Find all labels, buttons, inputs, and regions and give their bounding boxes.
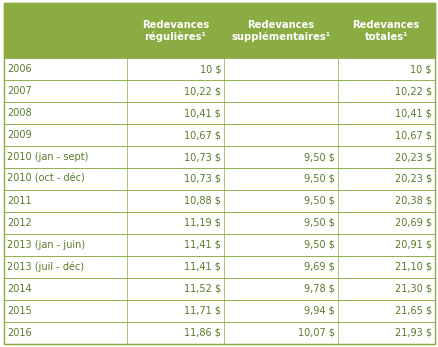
Bar: [4, 3, 434, 58]
Bar: [4, 102, 434, 124]
Text: 20,91 $: 20,91 $: [394, 240, 431, 250]
Bar: [4, 256, 434, 278]
Text: 11,19 $: 11,19 $: [184, 218, 221, 228]
Text: 2010 (oct - déc): 2010 (oct - déc): [7, 174, 85, 184]
Text: 21,10 $: 21,10 $: [394, 262, 431, 272]
Text: 9,50 $: 9,50 $: [304, 196, 335, 206]
Text: 10,67 $: 10,67 $: [184, 130, 221, 140]
Text: 11,41 $: 11,41 $: [184, 240, 221, 250]
Text: 2015: 2015: [7, 306, 32, 316]
Text: 10 $: 10 $: [199, 64, 221, 74]
Text: 9,50 $: 9,50 $: [304, 218, 335, 228]
Text: 10,07 $: 10,07 $: [297, 328, 335, 338]
Text: 9,50 $: 9,50 $: [304, 152, 335, 162]
Bar: [4, 300, 434, 322]
Bar: [4, 190, 434, 212]
Text: Redevances
régulières¹: Redevances régulières¹: [141, 19, 208, 42]
Text: 10,22 $: 10,22 $: [394, 86, 431, 96]
Text: 2009: 2009: [7, 130, 32, 140]
Text: 2008: 2008: [7, 108, 32, 118]
Text: 2016: 2016: [7, 328, 32, 338]
Text: 2010 (jan - sept): 2010 (jan - sept): [7, 152, 88, 162]
Text: 10,22 $: 10,22 $: [184, 86, 221, 96]
Bar: [4, 168, 434, 190]
Text: 10,88 $: 10,88 $: [184, 196, 221, 206]
Text: 10 $: 10 $: [410, 64, 431, 74]
Bar: [4, 212, 434, 234]
Text: 9,94 $: 9,94 $: [304, 306, 335, 316]
Bar: [4, 278, 434, 300]
Text: 10,41 $: 10,41 $: [394, 108, 431, 118]
Text: 11,52 $: 11,52 $: [184, 284, 221, 294]
Text: 20,38 $: 20,38 $: [394, 196, 431, 206]
Text: 11,86 $: 11,86 $: [184, 328, 221, 338]
Text: 11,71 $: 11,71 $: [184, 306, 221, 316]
Text: 10,67 $: 10,67 $: [394, 130, 431, 140]
Text: 2014: 2014: [7, 284, 32, 294]
Text: 2011: 2011: [7, 196, 32, 206]
Text: 2006: 2006: [7, 64, 32, 74]
Text: 20,23 $: 20,23 $: [394, 174, 431, 184]
Text: 20,23 $: 20,23 $: [394, 152, 431, 162]
Bar: [4, 80, 434, 102]
Text: 21,30 $: 21,30 $: [394, 284, 431, 294]
Text: 10,73 $: 10,73 $: [184, 174, 221, 184]
Bar: [4, 322, 434, 344]
Text: 10,41 $: 10,41 $: [184, 108, 221, 118]
Text: 21,93 $: 21,93 $: [394, 328, 431, 338]
Bar: [4, 58, 434, 80]
Bar: [4, 146, 434, 168]
Text: 2013 (juil - déc): 2013 (juil - déc): [7, 262, 85, 272]
Text: 21,65 $: 21,65 $: [394, 306, 431, 316]
Text: 2012: 2012: [7, 218, 32, 228]
Text: 9,69 $: 9,69 $: [304, 262, 335, 272]
Text: Redevances
totales¹: Redevances totales¹: [352, 20, 419, 42]
Text: Redevances
supplémentaires¹: Redevances supplémentaires¹: [231, 19, 330, 42]
Text: 10,73 $: 10,73 $: [184, 152, 221, 162]
Text: 20,69 $: 20,69 $: [394, 218, 431, 228]
Text: 11,41 $: 11,41 $: [184, 262, 221, 272]
Text: 9,78 $: 9,78 $: [304, 284, 335, 294]
Bar: [4, 234, 434, 256]
Text: 9,50 $: 9,50 $: [304, 240, 335, 250]
Text: 2007: 2007: [7, 86, 32, 96]
Bar: [4, 124, 434, 146]
Text: 9,50 $: 9,50 $: [304, 174, 335, 184]
Text: 2013 (jan - juin): 2013 (jan - juin): [7, 240, 85, 250]
